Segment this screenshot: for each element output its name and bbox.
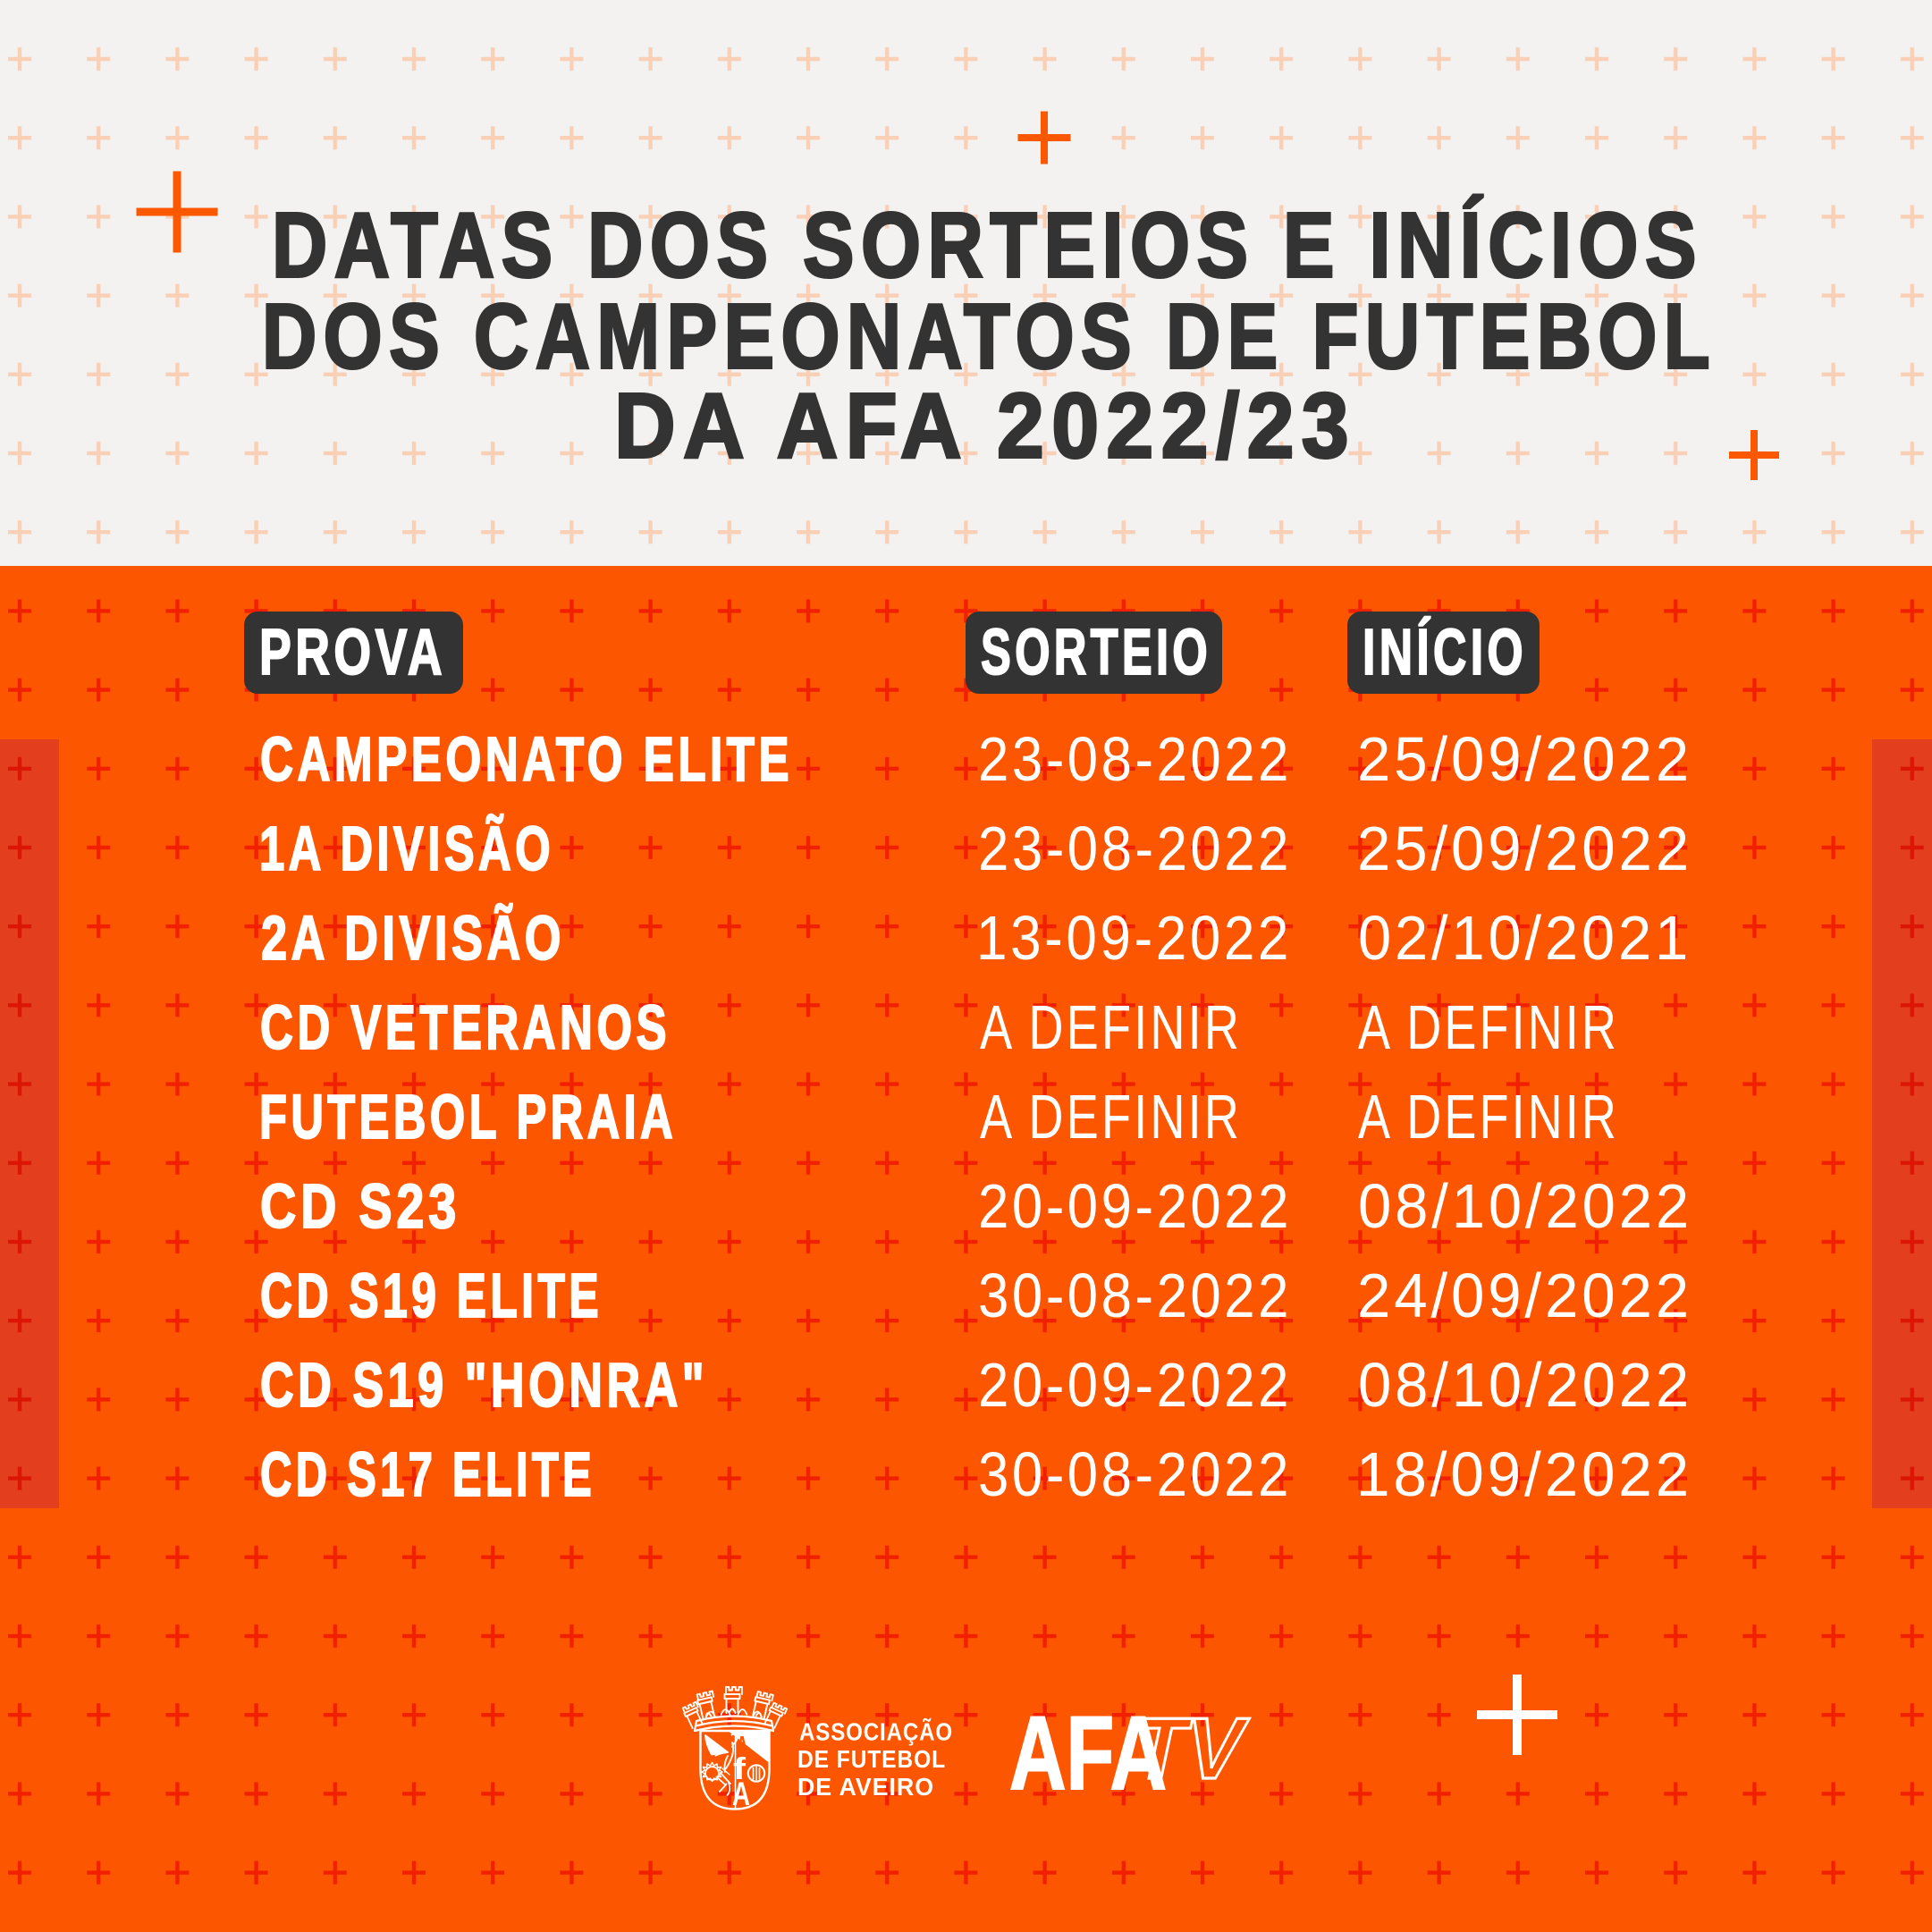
svg-text:INÍCIO: INÍCIO: [1363, 617, 1527, 688]
svg-text:CD S19 ELITE: CD S19 ELITE: [260, 1261, 603, 1330]
svg-text:A: A: [732, 1776, 750, 1812]
svg-text:DA AFA 2022/23: DA AFA 2022/23: [614, 375, 1356, 477]
svg-text:DE AVEIRO: DE AVEIRO: [797, 1773, 934, 1801]
svg-text:30-08-2022: 30-08-2022: [978, 1439, 1292, 1509]
svg-text:02/10/2021: 02/10/2021: [1358, 903, 1692, 973]
svg-text:A DEFINIR: A DEFINIR: [980, 992, 1242, 1062]
svg-text:TV: TV: [1126, 1700, 1254, 1797]
svg-text:23-08-2022: 23-08-2022: [978, 724, 1292, 794]
svg-text:DE FUTEBOL: DE FUTEBOL: [797, 1745, 946, 1773]
svg-text:1A DIVISÃO: 1A DIVISÃO: [259, 814, 554, 883]
svg-text:A DEFINIR: A DEFINIR: [980, 1082, 1242, 1152]
svg-text:30-08-2022: 30-08-2022: [978, 1261, 1292, 1330]
svg-text:AFA: AFA: [1009, 1694, 1167, 1811]
svg-text:24/09/2022: 24/09/2022: [1357, 1261, 1692, 1330]
svg-text:18/09/2022: 18/09/2022: [1356, 1439, 1692, 1509]
svg-text:f: f: [733, 1752, 747, 1786]
svg-text:A: A: [736, 1730, 748, 1761]
svg-text:CD S19 "HONRA": CD S19 "HONRA": [260, 1350, 708, 1420]
svg-text:A DEFINIR: A DEFINIR: [1358, 1082, 1619, 1152]
svg-text:20-09-2022: 20-09-2022: [978, 1350, 1292, 1420]
svg-text:25/09/2022: 25/09/2022: [1357, 724, 1692, 794]
svg-text:CD VETERANOS: CD VETERANOS: [260, 992, 671, 1062]
svg-text:20-09-2022: 20-09-2022: [978, 1171, 1292, 1241]
svg-text:ASSOCIAÇÃO: ASSOCIAÇÃO: [799, 1717, 953, 1745]
svg-text:23-08-2022: 23-08-2022: [978, 814, 1292, 883]
svg-text:DATAS DOS SORTEIOS E INÍCIOS: DATAS DOS SORTEIOS E INÍCIOS: [272, 194, 1703, 297]
svg-text:DOS CAMPEONATOS DE FUTEBOL: DOS CAMPEONATOS DE FUTEBOL: [262, 285, 1717, 388]
svg-text:13-09-2022: 13-09-2022: [976, 903, 1292, 973]
svg-text:PROVA: PROVA: [259, 617, 446, 688]
svg-text:2A DIVISÃO: 2A DIVISÃO: [261, 903, 565, 973]
svg-text:CAMPEONATO ELITE: CAMPEONATO ELITE: [260, 724, 793, 794]
svg-text:25/09/2022: 25/09/2022: [1357, 814, 1692, 883]
svg-text:08/10/2022: 08/10/2022: [1358, 1350, 1692, 1420]
svg-text:A DEFINIR: A DEFINIR: [1358, 992, 1619, 1062]
svg-text:CD S23: CD S23: [260, 1171, 460, 1241]
svg-text:FUTEBOL PRAIA: FUTEBOL PRAIA: [259, 1082, 677, 1152]
svg-text:08/10/2022: 08/10/2022: [1358, 1171, 1692, 1241]
svg-text:CD S17 ELITE: CD S17 ELITE: [260, 1439, 595, 1509]
svg-text:SORTEIO: SORTEIO: [981, 617, 1211, 688]
